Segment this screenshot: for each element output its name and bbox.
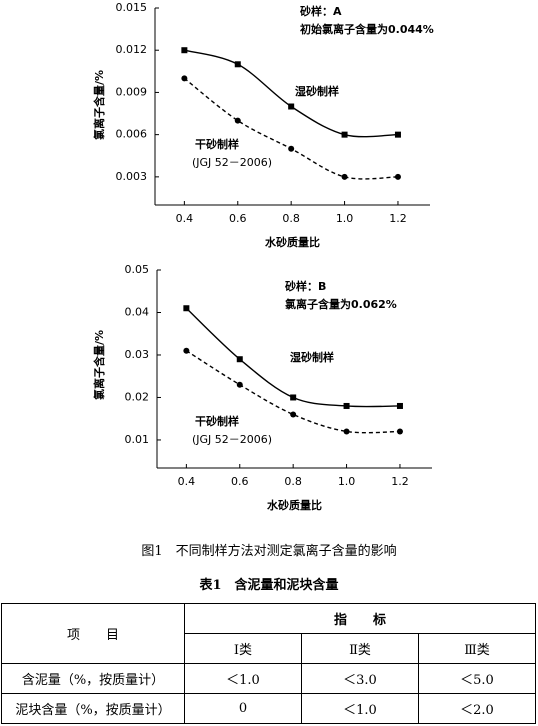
y-axis-label: 氯离子含量/%: [92, 70, 106, 140]
table-header-row: 项 目 指 标: [1, 603, 536, 664]
figure: 0.003 0.006 0.009 0.012 0.015 0.4 0.6 0.8 1.0 1.2…: [92, 1, 434, 512]
figure-caption: 图1 不同制样方法对测定氯离子含量的影响: [141, 544, 397, 559]
x-axis-label: 水砂质量比: [265, 235, 320, 249]
table-cell: ＜5.0: [418, 663, 536, 694]
marker: [343, 402, 350, 409]
x-tick-label: 1.0: [336, 212, 354, 225]
y-axis-label: 氯离子含量/%: [92, 330, 106, 400]
marker: [343, 428, 350, 435]
table-row: 泥块含量（%，按质量计） 0 ＜1.0 ＜2.0: [1, 693, 536, 724]
marker: [234, 61, 241, 68]
table-row: 含泥量（%，按质量计） ＜1.0 ＜3.0 ＜5.0: [1, 663, 536, 694]
x-tick-label: 1.2: [391, 475, 409, 488]
marker: [181, 75, 188, 82]
x-tick-label: 0.8: [282, 212, 300, 225]
y-tick-label: 0.015: [116, 1, 148, 14]
marker: [236, 356, 243, 363]
marker: [183, 347, 190, 354]
marker: [394, 131, 401, 138]
header-cell: Ⅱ类: [301, 633, 419, 664]
series-label: 干砂制样: [195, 137, 239, 151]
marker: [288, 103, 295, 110]
marker: [236, 381, 243, 388]
table-cell: ＜3.0: [301, 663, 419, 694]
header-cell: 指 标: [184, 603, 536, 634]
x-tick-label: 0.6: [231, 475, 249, 488]
x-tick-label: 0.4: [178, 475, 196, 488]
header-cell: 项 目: [1, 603, 185, 664]
table: 项 目 指 标 Ⅰ类 Ⅱ类 Ⅲ类 含泥量（%，按质量计） ＜1.0 ＜3.0 ＜…: [1, 603, 536, 724]
y-tick-label: 0.05: [125, 263, 150, 276]
y-tick-label: 0.006: [116, 128, 148, 141]
x-tick-label: 0.8: [284, 475, 302, 488]
table-subheader-row: Ⅰ类 Ⅱ类 Ⅲ类: [2, 633, 536, 664]
annotation: 初始氯离子含量为0.044%: [300, 22, 434, 36]
table-title: 表1 含泥量和泥块含量: [199, 578, 339, 593]
series-label: 湿砂制样: [295, 84, 339, 98]
x-tick-label: 1.0: [338, 475, 356, 488]
x-tick-label: 0.6: [229, 212, 247, 225]
annotation: 砂样：A: [300, 4, 342, 18]
table-cell: ＜1.0: [301, 693, 419, 724]
table-cell: 泥块含量（%，按质量计）: [1, 693, 185, 724]
marker: [341, 173, 348, 180]
series-label: 湿砂制样: [290, 350, 334, 364]
table-cell: ＜1.0: [184, 663, 302, 694]
annotation: (JGJ 52－2006): [192, 433, 272, 446]
y-tick-label: 0.04: [125, 305, 150, 318]
annotation: (JGJ 52－2006): [192, 156, 272, 169]
marker: [396, 402, 403, 409]
table-cell: 含泥量（%，按质量计）: [1, 663, 185, 694]
y-tick-label: 0.003: [116, 170, 148, 183]
y-tick-label: 0.01: [125, 433, 150, 446]
annotation: 砂样：B: [285, 279, 326, 293]
table-cell: ＜2.0: [418, 693, 536, 724]
y-tick-label: 0.009: [116, 85, 148, 98]
marker: [341, 131, 348, 138]
marker: [394, 173, 401, 180]
marker: [290, 394, 297, 401]
header-cell: Ⅲ类: [418, 633, 536, 664]
series-line: [185, 350, 400, 434]
x-axis-label: 水砂质量比: [267, 498, 322, 512]
marker: [183, 305, 190, 312]
x-tick-label: 0.4: [176, 212, 194, 225]
marker: [396, 428, 403, 435]
marker: [288, 145, 295, 152]
x-tick-label: 1.2: [389, 212, 407, 225]
annotation: 氯离子含量为0.062%: [285, 297, 397, 311]
marker: [290, 411, 297, 418]
y-tick-label: 0.03: [125, 348, 150, 361]
marker: [181, 47, 188, 54]
header-cell: Ⅰ类: [184, 633, 302, 664]
table-cell: 0: [184, 693, 302, 724]
series-label: 干砂制样: [195, 414, 239, 428]
y-tick-label: 0.02: [125, 390, 150, 403]
series-line: [184, 49, 398, 138]
y-tick-label: 0.012: [116, 43, 148, 56]
marker: [234, 117, 241, 124]
